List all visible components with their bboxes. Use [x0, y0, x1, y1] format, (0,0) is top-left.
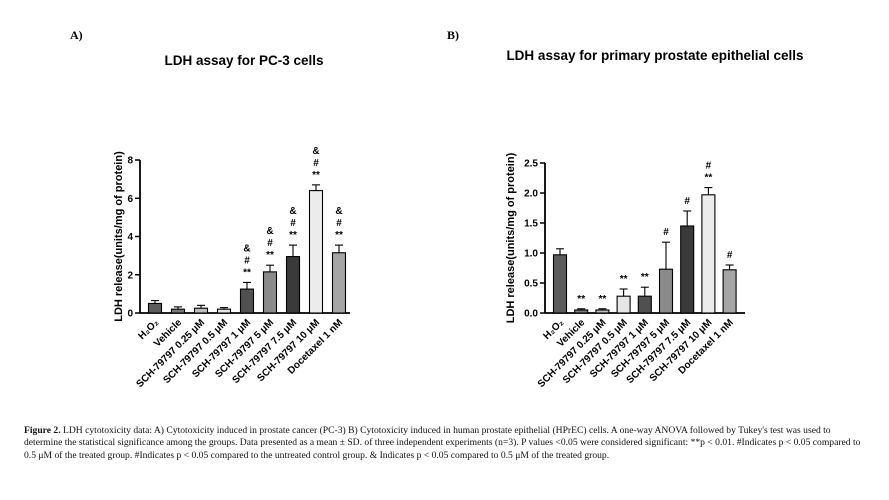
significance-marker: #	[663, 227, 669, 238]
significance-marker: &	[312, 146, 319, 157]
significance-marker: #	[290, 218, 296, 229]
significance-marker: #	[313, 158, 319, 169]
significance-marker: #	[684, 196, 690, 207]
bar	[701, 194, 716, 314]
significance-marker: #	[267, 238, 273, 249]
significance-marker: **	[335, 230, 343, 241]
y-tick-label: 1.0	[524, 249, 538, 260]
panel-label-a: A)	[70, 28, 83, 42]
bar	[552, 254, 568, 314]
significance-marker: &	[289, 206, 296, 217]
chart-a-title: LDH assay for PC-3 cells	[164, 53, 324, 68]
figure-caption: Figure 2. LDH cytotoxicity data: A) Cyto…	[24, 425, 864, 462]
significance-marker: **	[312, 170, 320, 181]
panel-label-b: B)	[447, 28, 459, 42]
significance-marker: &	[266, 226, 273, 237]
y-tick-label: 8	[127, 156, 133, 167]
significance-marker: #	[336, 218, 342, 229]
bar	[637, 295, 652, 314]
significance-marker: **	[266, 250, 274, 261]
caption-label: Figure 2.	[24, 425, 61, 436]
significance-marker: **	[641, 272, 649, 283]
significance-marker: &	[335, 206, 342, 217]
significance-marker: **	[599, 294, 607, 305]
y-axis-label: LDH release(units/mg of protein)	[113, 151, 125, 322]
y-axis-label: LDH release(units/mg of protein)	[505, 152, 517, 323]
bar	[616, 295, 631, 314]
caption-text: LDH cytotoxicity data: A) Cytotoxicity i…	[24, 425, 861, 461]
significance-marker: #	[244, 255, 250, 266]
chart-b-title: LDH assay for primary prostate epithelia…	[506, 48, 804, 63]
significance-marker: **	[289, 230, 297, 241]
bar	[658, 268, 674, 314]
significance-marker: **	[620, 274, 628, 285]
bar	[595, 309, 610, 314]
significance-marker: **	[577, 294, 585, 305]
y-tick-label: 2.0	[524, 189, 538, 200]
bar	[574, 309, 589, 314]
y-tick-label: 2.5	[524, 159, 538, 170]
significance-marker: **	[243, 267, 251, 278]
significance-marker: #	[727, 250, 733, 261]
significance-marker: &	[243, 243, 250, 254]
significance-marker: **	[705, 173, 713, 184]
y-tick-label: 4	[127, 232, 133, 243]
y-tick-label: 0.5	[524, 279, 538, 290]
y-tick-label: 0.0	[524, 309, 538, 320]
bar	[680, 225, 695, 314]
y-tick-label: 1.5	[524, 219, 538, 230]
significance-marker: #	[706, 161, 712, 172]
y-tick-label: 6	[127, 194, 133, 205]
y-tick-label: 0	[127, 309, 133, 320]
y-tick-label: 2	[127, 270, 133, 281]
bar	[722, 269, 737, 314]
